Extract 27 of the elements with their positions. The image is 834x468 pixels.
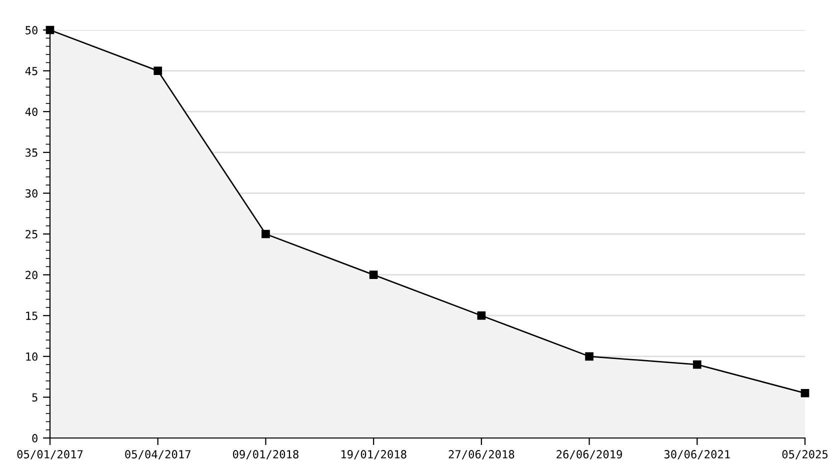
y-tick-label: 10 bbox=[26, 352, 38, 361]
y-tick-label: 35 bbox=[26, 148, 38, 157]
x-tick-label: 19/01/2018 bbox=[341, 450, 406, 460]
x-tick-label: 30/06/2021 bbox=[664, 450, 730, 460]
y-tick-label: 20 bbox=[26, 270, 38, 280]
y-tick-label: 45 bbox=[25, 66, 38, 76]
point bbox=[585, 352, 594, 361]
x-tick-label: 27/06/2018 bbox=[448, 450, 514, 460]
x-tick-label: 09/01/2018 bbox=[232, 450, 298, 460]
point bbox=[262, 230, 270, 238]
y-tick-label: 50 bbox=[26, 26, 38, 34]
y-tick-label: 15 bbox=[26, 312, 38, 320]
x-tick-label: 05/2025 bbox=[782, 450, 828, 460]
point bbox=[477, 311, 486, 320]
point bbox=[154, 66, 162, 75]
y-tick-label: 0 bbox=[32, 434, 38, 442]
x-tick-label: 26/06/2019 bbox=[556, 450, 622, 460]
x-tick-label: 05/01/2017 bbox=[17, 450, 83, 460]
point bbox=[369, 270, 378, 279]
point bbox=[46, 26, 54, 34]
y-tick-label: 40 bbox=[25, 108, 38, 116]
point bbox=[692, 360, 702, 369]
x-tick-label: 05/04/2017 bbox=[125, 450, 190, 460]
y-tick-label: 5 bbox=[32, 393, 38, 402]
point bbox=[800, 388, 810, 398]
y-tick-label: 30 bbox=[26, 189, 38, 198]
y-tick-label: 25 bbox=[26, 230, 38, 238]
